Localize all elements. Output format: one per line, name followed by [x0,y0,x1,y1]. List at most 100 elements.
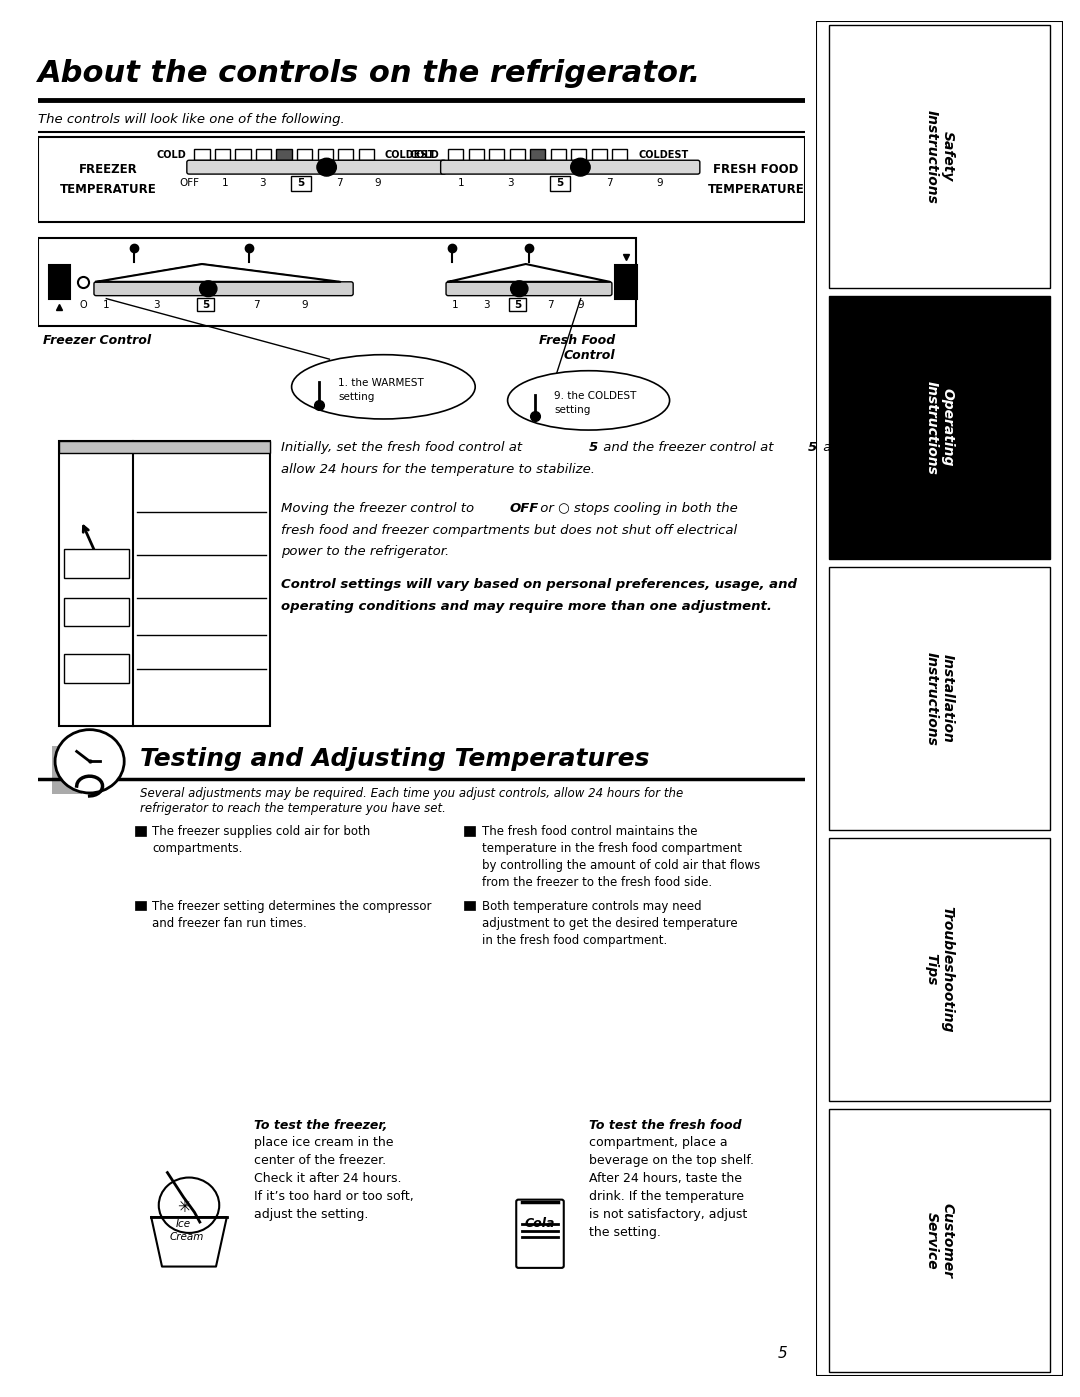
Bar [215,149,230,161]
Text: O: O [79,299,87,310]
Text: Installation
Instructions: Installation Instructions [924,651,955,746]
Text: operating conditions and may require more than one adjustment.: operating conditions and may require mor… [281,599,772,613]
Text: 7: 7 [546,299,553,310]
FancyBboxPatch shape [197,298,214,312]
Text: 3: 3 [259,177,267,189]
Polygon shape [98,265,338,281]
Circle shape [570,158,590,176]
Text: Initially, set the fresh food control at: Initially, set the fresh food control at [281,441,526,454]
Text: 5: 5 [778,1347,788,1361]
Bar [616,264,637,299]
Bar [592,149,607,161]
Circle shape [316,158,336,176]
Text: 5: 5 [589,441,598,454]
Text: 9: 9 [578,299,584,310]
Bar [828,1109,1051,1372]
Text: 1: 1 [221,177,228,189]
Text: The controls will look like one of the following.: The controls will look like one of the f… [38,113,345,126]
Bar [194,149,210,161]
Text: COLDEST: COLDEST [384,149,435,159]
Text: OFF: OFF [510,502,539,515]
Text: and the freezer control at: and the freezer control at [599,441,779,454]
Text: Control settings will vary based on personal preferences, usage, and: Control settings will vary based on pers… [281,578,797,591]
Polygon shape [151,1217,227,1267]
Bar [828,25,1051,288]
FancyBboxPatch shape [441,161,700,175]
Text: setting: setting [554,405,591,415]
Text: ✳: ✳ [177,1199,190,1217]
Text: 3: 3 [483,299,489,310]
Text: power to the refrigerator.: power to the refrigerator. [281,545,449,559]
Bar [318,149,333,161]
Bar [464,827,475,837]
Text: 5: 5 [202,299,210,310]
Circle shape [200,281,217,296]
Text: TEMPERATURE: TEMPERATURE [59,183,157,196]
FancyBboxPatch shape [187,161,446,175]
Bar [59,441,270,725]
Polygon shape [96,264,202,282]
Text: Troubleshooting
Tips: Troubleshooting Tips [924,907,955,1032]
Text: 5: 5 [808,441,818,454]
Text: Both temperature controls may need
adjustment to get the desired temperature
in : Both temperature controls may need adjus… [482,900,738,947]
FancyBboxPatch shape [551,176,570,191]
Bar [530,149,545,161]
Text: Fresh Food
Control: Fresh Food Control [539,334,616,362]
Text: The freezer supplies cold air for both
compartments.: The freezer supplies cold air for both c… [152,826,370,855]
Text: and: and [819,441,848,454]
Text: About the controls on the refrigerator.: About the controls on the refrigerator. [38,59,701,88]
Bar [571,149,586,161]
Bar [38,137,805,222]
Bar [464,901,475,911]
Bar [612,149,627,161]
Bar [828,296,1051,559]
Bar [49,264,70,299]
Polygon shape [450,265,608,281]
Text: allow 24 hours for the temperature to stabilize.: allow 24 hours for the temperature to st… [281,462,595,476]
Text: place ice cream in the
center of the freezer.
Check it after 24 hours.
If it’s t: place ice cream in the center of the fre… [254,1136,414,1221]
Text: Freezer Control: Freezer Control [43,334,151,346]
Bar [828,567,1051,830]
Text: Several adjustments may be required. Each time you adjust controls, allow 24 hou: Several adjustments may be required. Eac… [140,787,684,814]
Text: Cola: Cola [525,1217,555,1231]
Bar [135,901,146,911]
Text: compartment, place a
beverage on the top shelf.
After 24 hours, taste the
drink.: compartment, place a beverage on the top… [589,1136,754,1239]
Bar [64,654,129,683]
Text: 7: 7 [607,177,613,189]
FancyBboxPatch shape [516,1200,564,1268]
Bar [276,149,292,161]
Text: 7: 7 [254,299,260,310]
Text: To test the fresh food: To test the fresh food [589,1119,741,1132]
Text: 9: 9 [657,177,663,189]
Polygon shape [202,264,340,282]
Text: Testing and Adjusting Temperatures: Testing and Adjusting Temperatures [140,747,650,771]
FancyBboxPatch shape [292,176,311,191]
Bar [551,149,566,161]
Text: COLD: COLD [409,149,440,159]
Bar [469,149,484,161]
Bar [235,149,251,161]
Text: 9. the COLDEST: 9. the COLDEST [554,391,636,401]
Text: FRESH FOOD: FRESH FOOD [713,163,799,176]
Text: 1. the WARMEST: 1. the WARMEST [338,377,423,388]
Text: 1: 1 [457,177,464,189]
Text: The fresh food control maintains the
temperature in the fresh food compartment
b: The fresh food control maintains the tem… [482,826,760,890]
Bar [59,441,270,453]
Text: The freezer setting determines the compressor
and freezer fan run times.: The freezer setting determines the compr… [152,900,432,929]
Text: COLDEST: COLDEST [638,149,689,159]
Text: To test the freezer,: To test the freezer, [254,1119,387,1132]
Text: 3: 3 [507,177,514,189]
Bar [64,598,129,626]
Bar [448,149,463,161]
Text: 5: 5 [514,299,522,310]
Text: Operating
Instructions: Operating Instructions [924,380,955,475]
Text: setting: setting [338,391,375,402]
Bar [297,149,312,161]
Text: TEMPERATURE: TEMPERATURE [707,183,805,196]
Bar [64,549,129,577]
Text: Moving the freezer control to: Moving the freezer control to [281,502,478,515]
Text: 1: 1 [103,299,110,310]
Bar [38,237,636,326]
FancyBboxPatch shape [509,298,526,312]
Bar [256,149,271,161]
